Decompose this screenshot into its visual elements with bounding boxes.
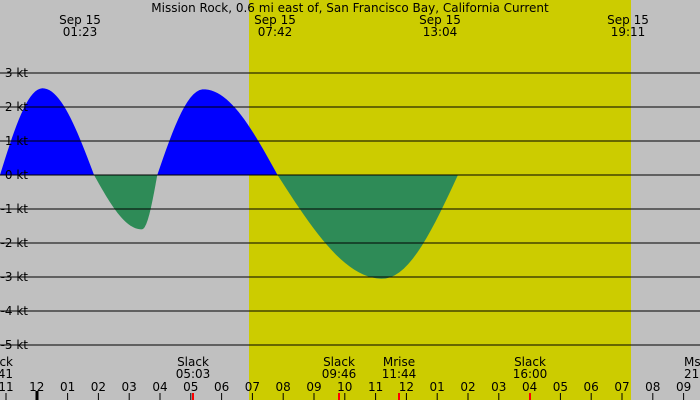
x-tick-label: 11 bbox=[0, 380, 14, 394]
event-time: 11:44 bbox=[382, 367, 417, 381]
sun-event-date: Sep 15 bbox=[419, 13, 461, 27]
sun-event-time: 07:42 bbox=[258, 25, 293, 39]
event-label: ck bbox=[0, 355, 13, 369]
x-tick-label: 12 bbox=[29, 380, 44, 394]
x-tick-label: 01 bbox=[60, 380, 75, 394]
x-tick-label: 10 bbox=[337, 380, 352, 394]
ebb-area-1 bbox=[94, 175, 158, 230]
y-tick-label: -1 kt bbox=[1, 202, 29, 216]
flood-area-2 bbox=[157, 89, 278, 175]
x-tick-label: 03 bbox=[122, 380, 137, 394]
event-label: Slack bbox=[514, 355, 546, 369]
y-tick-label: 0 kt bbox=[5, 168, 28, 182]
y-tick-label: -2 kt bbox=[1, 236, 29, 250]
event-label: Slack bbox=[177, 355, 209, 369]
y-tick-label: -3 kt bbox=[1, 270, 29, 284]
x-tick-label: 01 bbox=[430, 380, 445, 394]
x-tick-label: 09 bbox=[306, 380, 321, 394]
chart-title: Mission Rock, 0.6 mi east of, San Franci… bbox=[151, 1, 549, 15]
flood-area-0 bbox=[0, 88, 95, 175]
y-tick-label: -5 kt bbox=[1, 338, 29, 352]
x-tick-label: 06 bbox=[584, 380, 599, 394]
x-tick-label: 11 bbox=[368, 380, 383, 394]
x-tick-label: 12 bbox=[399, 380, 414, 394]
event-time: 21: bbox=[684, 367, 700, 381]
x-tick-label: 04 bbox=[522, 380, 537, 394]
x-tick-label: 04 bbox=[152, 380, 167, 394]
event-time: 16:00 bbox=[513, 367, 548, 381]
event-time: 05:03 bbox=[176, 367, 211, 381]
x-tick-label: 02 bbox=[460, 380, 475, 394]
event-time: 41 bbox=[0, 367, 13, 381]
x-tick-label: 08 bbox=[645, 380, 660, 394]
y-tick-label: 3 kt bbox=[5, 66, 28, 80]
x-tick-label: 07 bbox=[245, 380, 260, 394]
x-axis-hour-ticks: 11 12 01 02 03 04 05 06 07 08 09 10 11 12 01 02 03 04 05 06… bbox=[0, 380, 691, 400]
y-axis-labels: 3 kt 2 kt 1 kt 0 kt -1 kt -2 kt -3 kt -4 kt -5 k… bbox=[1, 66, 29, 352]
event-label: Ms bbox=[684, 355, 700, 369]
x-tick-label: 02 bbox=[91, 380, 106, 394]
sun-event-date: Sep 15 bbox=[607, 13, 649, 27]
y-tick-label: 2 kt bbox=[5, 100, 28, 114]
event-label: Mrise bbox=[383, 355, 415, 369]
ebb-area-3 bbox=[277, 175, 458, 279]
x-tick-label: 06 bbox=[214, 380, 229, 394]
slack-moon-events: ck41Slack05:03Slack09:46Mrise11:44Slack1… bbox=[0, 355, 700, 381]
x-tick-label: 05 bbox=[553, 380, 568, 394]
x-tick-label: 07 bbox=[614, 380, 629, 394]
sun-event-time: 13:04 bbox=[423, 25, 458, 39]
y-tick-label: -4 kt bbox=[1, 304, 29, 318]
current-areas bbox=[0, 88, 458, 279]
sun-event-time: 19:11 bbox=[611, 25, 646, 39]
sun-event-time: 01:23 bbox=[63, 25, 98, 39]
x-tick-label: 09 bbox=[676, 380, 691, 394]
sun-event-date: Sep 15 bbox=[59, 13, 101, 27]
y-tick-label: 1 kt bbox=[5, 134, 28, 148]
event-time: 09:46 bbox=[322, 367, 357, 381]
sun-event-date: Sep 15 bbox=[254, 13, 296, 27]
x-tick-label: 08 bbox=[276, 380, 291, 394]
grid-lines bbox=[0, 72, 700, 346]
x-tick-label: 05 bbox=[183, 380, 198, 394]
event-label: Slack bbox=[323, 355, 355, 369]
x-tick-label: 03 bbox=[491, 380, 506, 394]
